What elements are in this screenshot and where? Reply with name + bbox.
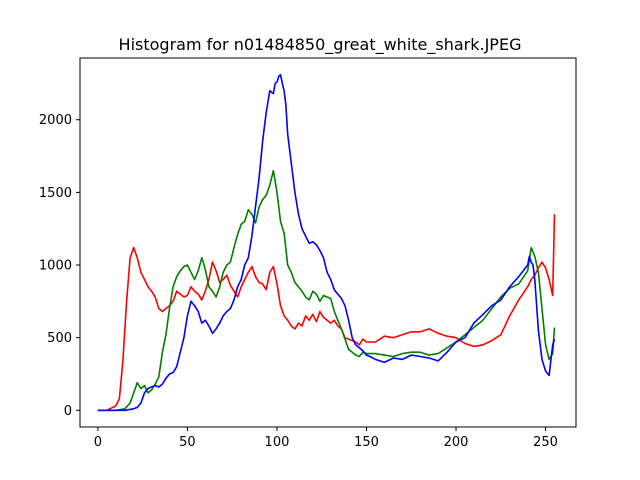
plot-frame	[79, 57, 577, 428]
x-tick-label: 100	[265, 435, 290, 450]
x-tick-label: 150	[354, 435, 379, 450]
y-axis: 0 500 1000 1500 2000	[39, 113, 80, 419]
y-tick-label: 2000	[39, 113, 72, 128]
chart-title: Histogram for n01484850_great_white_shar…	[119, 35, 522, 55]
series-layer	[97, 73, 556, 412]
x-tick-label: 250	[533, 435, 558, 450]
series-line-2	[97, 73, 556, 412]
x-tick-label: 0	[94, 435, 102, 450]
x-tick-label: 200	[444, 435, 469, 450]
x-tick-label: 50	[179, 435, 196, 450]
y-tick-label: 1000	[39, 259, 72, 274]
y-tick-label: 1500	[39, 186, 72, 201]
series-line-1	[97, 169, 556, 412]
y-tick-label: 0	[64, 404, 72, 419]
y-tick-label: 500	[47, 331, 72, 346]
series-line-0	[97, 214, 556, 412]
x-axis: 0 50 100 150 200 250	[94, 427, 558, 450]
